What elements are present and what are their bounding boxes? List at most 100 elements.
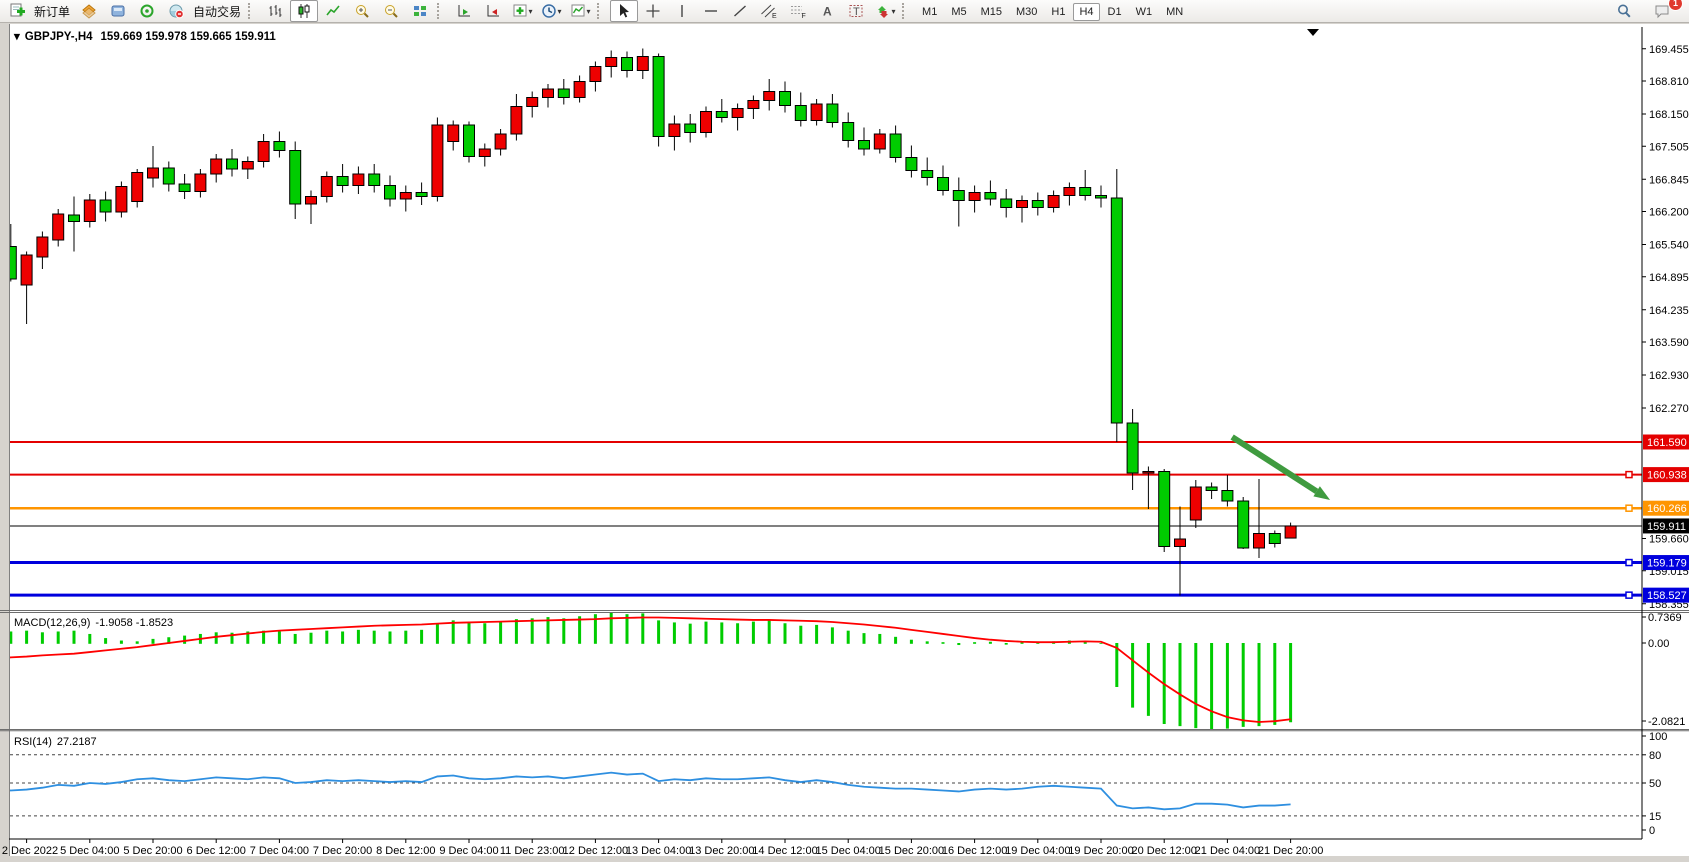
timeframe-W1[interactable]: W1 bbox=[1135, 6, 1153, 18]
trend-arrow[interactable] bbox=[1230, 434, 1319, 494]
horizontal-line-button[interactable] bbox=[697, 0, 725, 22]
toolbar-grip[interactable] bbox=[902, 3, 910, 19]
vertical-line-icon bbox=[681, 5, 683, 17]
symbol-dropdown-icon: ▾ bbox=[13, 31, 21, 43]
candle-bull bbox=[873, 133, 886, 150]
candle-bull bbox=[1253, 533, 1265, 549]
time-tick-label: 7 Dec 04:00 bbox=[250, 845, 309, 857]
timeframe-M5[interactable]: M5 bbox=[951, 6, 967, 18]
templates-button[interactable]: ▾ bbox=[566, 0, 594, 22]
chart-background[interactable] bbox=[9, 24, 1689, 856]
candle-bear bbox=[162, 167, 175, 185]
navigator-button[interactable] bbox=[104, 0, 132, 22]
macd-tick-label: 0.00 bbox=[1648, 638, 1669, 650]
timeframe-H1[interactable]: H1 bbox=[1051, 6, 1066, 18]
candle-bull bbox=[83, 199, 96, 222]
candle-bull bbox=[1174, 538, 1186, 547]
candle-bear bbox=[415, 192, 428, 197]
candle-bear bbox=[68, 214, 80, 222]
candle-bull bbox=[668, 123, 681, 137]
time-tick-label: 15 Dec 04:00 bbox=[815, 845, 880, 857]
chart-line-button[interactable] bbox=[319, 0, 347, 22]
line-handle[interactable] bbox=[1625, 504, 1633, 512]
price-line-label-bg bbox=[1643, 434, 1689, 450]
market-watch-icon bbox=[82, 4, 96, 19]
trendline-button[interactable] bbox=[726, 0, 754, 22]
line-handle[interactable] bbox=[1625, 470, 1633, 479]
candle-bear bbox=[336, 176, 349, 186]
vertical-line-button[interactable] bbox=[668, 0, 696, 22]
toolbar-grip[interactable] bbox=[597, 3, 605, 19]
search-button[interactable] bbox=[1610, 0, 1638, 22]
new-order-label[interactable]: 新订单 bbox=[34, 4, 71, 19]
time-tick-label: 6 Dec 12:00 bbox=[187, 845, 246, 857]
cursor-arrow-icon bbox=[620, 4, 630, 18]
toolbar-grip[interactable] bbox=[437, 3, 445, 19]
time-tick-label: 5 Dec 04:00 bbox=[60, 845, 119, 857]
timeframe-MN[interactable]: MN bbox=[1166, 6, 1184, 18]
trendline-icon bbox=[734, 5, 747, 17]
price-line-label: 160.266 bbox=[1647, 503, 1687, 515]
indicators-icon bbox=[513, 4, 527, 17]
timeframe-M15[interactable]: M15 bbox=[980, 6, 1002, 18]
timeframe-M30[interactable]: M30 bbox=[1016, 6, 1038, 18]
chart-candles-button[interactable] bbox=[290, 0, 319, 22]
timeframe-D1[interactable]: D1 bbox=[1107, 6, 1122, 18]
candle-bear bbox=[794, 105, 807, 121]
text-button[interactable]: A bbox=[813, 0, 841, 22]
indicators-button[interactable]: ▾ bbox=[508, 0, 536, 22]
channel-button[interactable]: E bbox=[755, 0, 783, 22]
candle-bear bbox=[10, 246, 17, 280]
tile-windows-button[interactable] bbox=[406, 0, 434, 22]
candle-bull bbox=[478, 148, 491, 157]
toolbar-grip[interactable] bbox=[248, 3, 256, 19]
notifications-button[interactable]: 1 bbox=[1648, 0, 1683, 22]
periods-button[interactable]: ▾ bbox=[537, 0, 565, 22]
candle-bull bbox=[52, 213, 65, 241]
auto-trading-label[interactable]: 自动交易 bbox=[193, 4, 242, 19]
candle-bull bbox=[763, 91, 776, 101]
candle-bull bbox=[1047, 195, 1060, 208]
market-watch-button[interactable] bbox=[75, 0, 103, 22]
candle-bull bbox=[573, 81, 586, 98]
zoom-in-icon bbox=[356, 5, 369, 18]
macd-tick-label: -2.0821 bbox=[1648, 716, 1685, 728]
time-tick-label: 2 Dec 2022 bbox=[2, 845, 58, 857]
price-tick-label: 162.270 bbox=[1649, 403, 1689, 415]
auto-trading-button[interactable] bbox=[162, 0, 190, 22]
time-tick-label: 21 Dec 20:00 bbox=[1258, 845, 1323, 857]
rsi-tick-label: 0 bbox=[1649, 825, 1655, 837]
candle-bear bbox=[858, 140, 870, 150]
fibonacci-button[interactable]: F bbox=[784, 0, 812, 22]
new-order-button[interactable] bbox=[3, 0, 31, 22]
arrows-button[interactable]: ▾ bbox=[871, 0, 899, 22]
line-handle[interactable] bbox=[1625, 591, 1633, 599]
trend-arrow-head[interactable] bbox=[1313, 486, 1331, 500]
candle-bull bbox=[542, 88, 554, 98]
chart-bars-button[interactable] bbox=[261, 0, 289, 22]
auto-trading-icon bbox=[169, 4, 184, 19]
horizontal-line-icon bbox=[705, 10, 718, 12]
candle-bull bbox=[1284, 525, 1297, 539]
crosshair-button[interactable] bbox=[639, 0, 667, 22]
candle-bear bbox=[1221, 490, 1234, 502]
chat-bubble-icon bbox=[1655, 5, 1669, 19]
candle-bull bbox=[352, 173, 365, 186]
time-tick-label: 16 Dec 12:00 bbox=[942, 845, 1007, 857]
candle-bull bbox=[1063, 187, 1076, 196]
price-line-label: 159.911 bbox=[1647, 521, 1686, 533]
zoom-in-button[interactable] bbox=[348, 0, 376, 22]
candle-bear bbox=[368, 173, 381, 186]
toolbar: 新订单 自动交易 ▾ ▾ ▾ bbox=[0, 0, 1689, 23]
candle-bull bbox=[1016, 200, 1028, 208]
chart-shift-button[interactable] bbox=[479, 0, 507, 22]
timeframe-M1[interactable]: M1 bbox=[922, 6, 938, 18]
zoom-out-button[interactable] bbox=[377, 0, 405, 22]
strategy-signal-button[interactable] bbox=[133, 0, 161, 22]
timeframe-H4[interactable]: H4 bbox=[1073, 3, 1100, 21]
text-label-button[interactable]: T bbox=[842, 0, 870, 22]
line-handle[interactable] bbox=[1625, 558, 1633, 567]
cursor-button[interactable] bbox=[610, 0, 639, 22]
auto-scroll-button[interactable] bbox=[450, 0, 478, 22]
